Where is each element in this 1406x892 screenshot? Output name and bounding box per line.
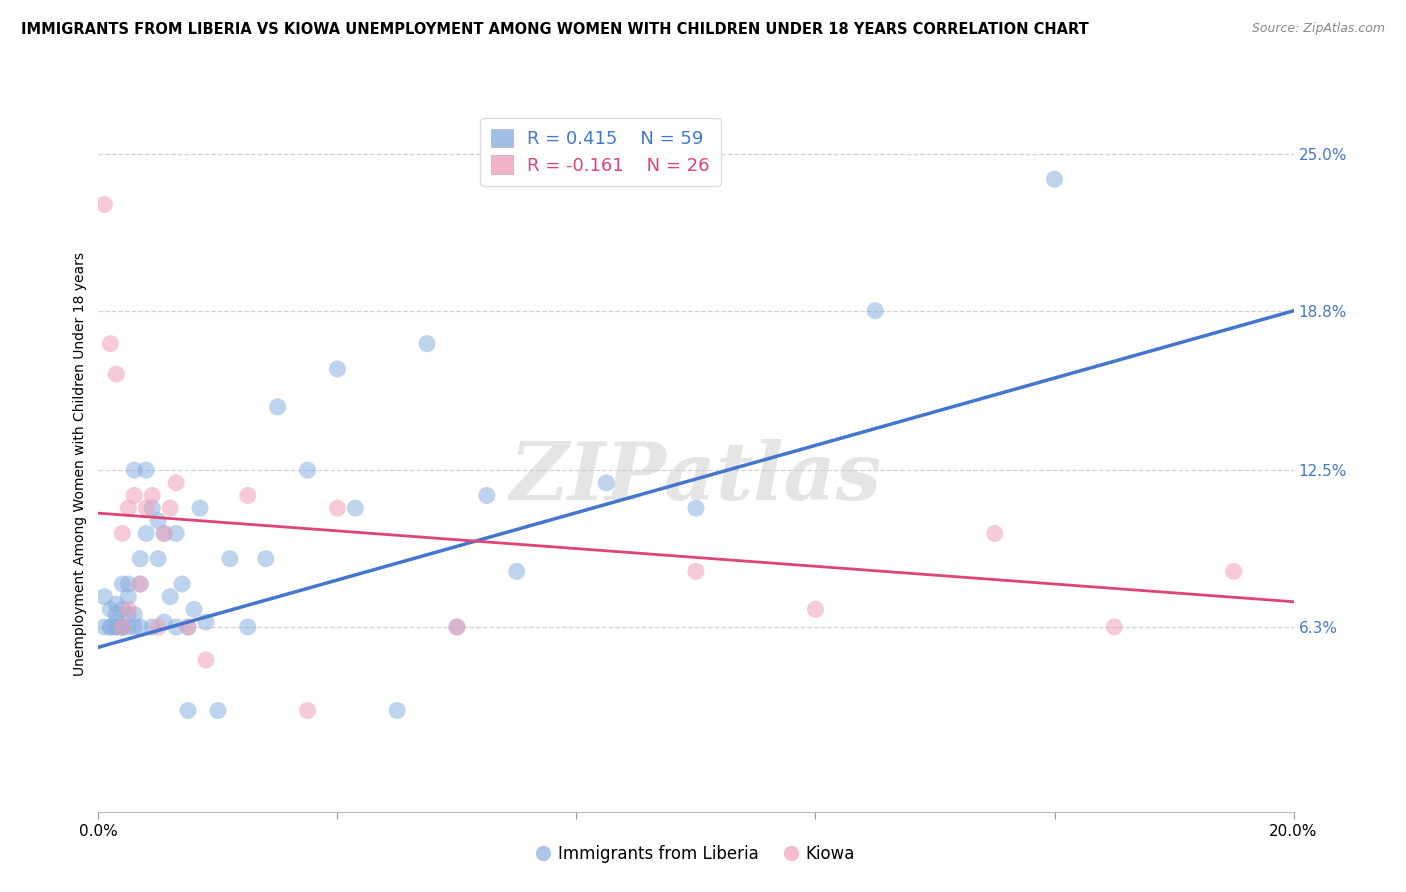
Point: [267, 400, 290, 414]
Point: [865, 303, 887, 318]
Point: [475, 488, 498, 502]
Point: [129, 620, 152, 634]
Point: [165, 526, 187, 541]
Point: [129, 577, 152, 591]
Point: [100, 336, 122, 351]
Point: [93, 197, 115, 211]
Text: Source: ZipAtlas.com: Source: ZipAtlas.com: [1251, 22, 1385, 36]
Point: [236, 620, 259, 634]
Point: [111, 620, 134, 634]
Point: [124, 607, 146, 622]
Point: [153, 526, 176, 541]
Point: [207, 704, 229, 718]
Point: [141, 488, 163, 502]
Point: [111, 526, 134, 541]
Point: [117, 501, 139, 516]
Text: ZIPatlas: ZIPatlas: [510, 439, 882, 516]
Point: [105, 620, 128, 634]
Point: [117, 620, 139, 634]
Point: [172, 577, 194, 591]
Point: [105, 607, 128, 622]
Point: [124, 620, 146, 634]
Point: [141, 620, 163, 634]
Point: [1043, 172, 1066, 186]
Point: [111, 620, 134, 634]
Point: [326, 501, 349, 516]
Point: [135, 526, 157, 541]
Point: [159, 501, 181, 516]
Point: [100, 620, 122, 634]
Legend: Immigrants from Liberia, Kiowa: Immigrants from Liberia, Kiowa: [530, 838, 862, 870]
Point: [297, 704, 319, 718]
Point: [105, 620, 128, 634]
Point: [254, 551, 277, 566]
Point: [105, 597, 128, 611]
Point: [153, 526, 176, 541]
Point: [1104, 620, 1126, 634]
Point: [93, 590, 115, 604]
Point: [117, 577, 139, 591]
Point: [685, 565, 707, 579]
Point: [446, 620, 468, 634]
Point: [1223, 565, 1246, 579]
Point: [219, 551, 242, 566]
Point: [984, 526, 1007, 541]
Point: [804, 602, 827, 616]
Point: [148, 620, 170, 634]
Point: [685, 501, 707, 516]
Point: [165, 475, 187, 490]
Point: [188, 501, 211, 516]
Point: [117, 607, 139, 622]
Point: [165, 620, 187, 634]
Point: [111, 577, 134, 591]
Point: [105, 367, 128, 381]
Point: [135, 501, 157, 516]
Point: [100, 620, 122, 634]
Point: [148, 551, 170, 566]
Point: [135, 463, 157, 477]
Point: [141, 501, 163, 516]
Point: [177, 704, 200, 718]
Point: [326, 362, 349, 376]
Point: [117, 602, 139, 616]
Point: [385, 704, 409, 718]
Point: [111, 620, 134, 634]
Point: [93, 620, 115, 634]
Point: [129, 577, 152, 591]
Point: [177, 620, 200, 634]
Point: [506, 565, 529, 579]
Point: [100, 602, 122, 616]
Point: [124, 488, 146, 502]
Point: [446, 620, 468, 634]
Point: [595, 475, 617, 490]
Point: [129, 551, 152, 566]
Point: [105, 615, 128, 629]
Point: [117, 590, 139, 604]
Point: [124, 463, 146, 477]
Point: [111, 602, 134, 616]
Point: [183, 602, 205, 616]
Point: [195, 653, 218, 667]
Point: [344, 501, 367, 516]
Point: [148, 514, 170, 528]
Point: [153, 615, 176, 629]
Point: [416, 336, 439, 351]
Text: IMMIGRANTS FROM LIBERIA VS KIOWA UNEMPLOYMENT AMONG WOMEN WITH CHILDREN UNDER 18: IMMIGRANTS FROM LIBERIA VS KIOWA UNEMPLO…: [21, 22, 1088, 37]
Point: [297, 463, 319, 477]
Point: [195, 615, 218, 629]
Point: [177, 620, 200, 634]
Point: [111, 620, 134, 634]
Point: [159, 590, 181, 604]
Y-axis label: Unemployment Among Women with Children Under 18 years: Unemployment Among Women with Children U…: [73, 252, 87, 676]
Point: [236, 488, 259, 502]
